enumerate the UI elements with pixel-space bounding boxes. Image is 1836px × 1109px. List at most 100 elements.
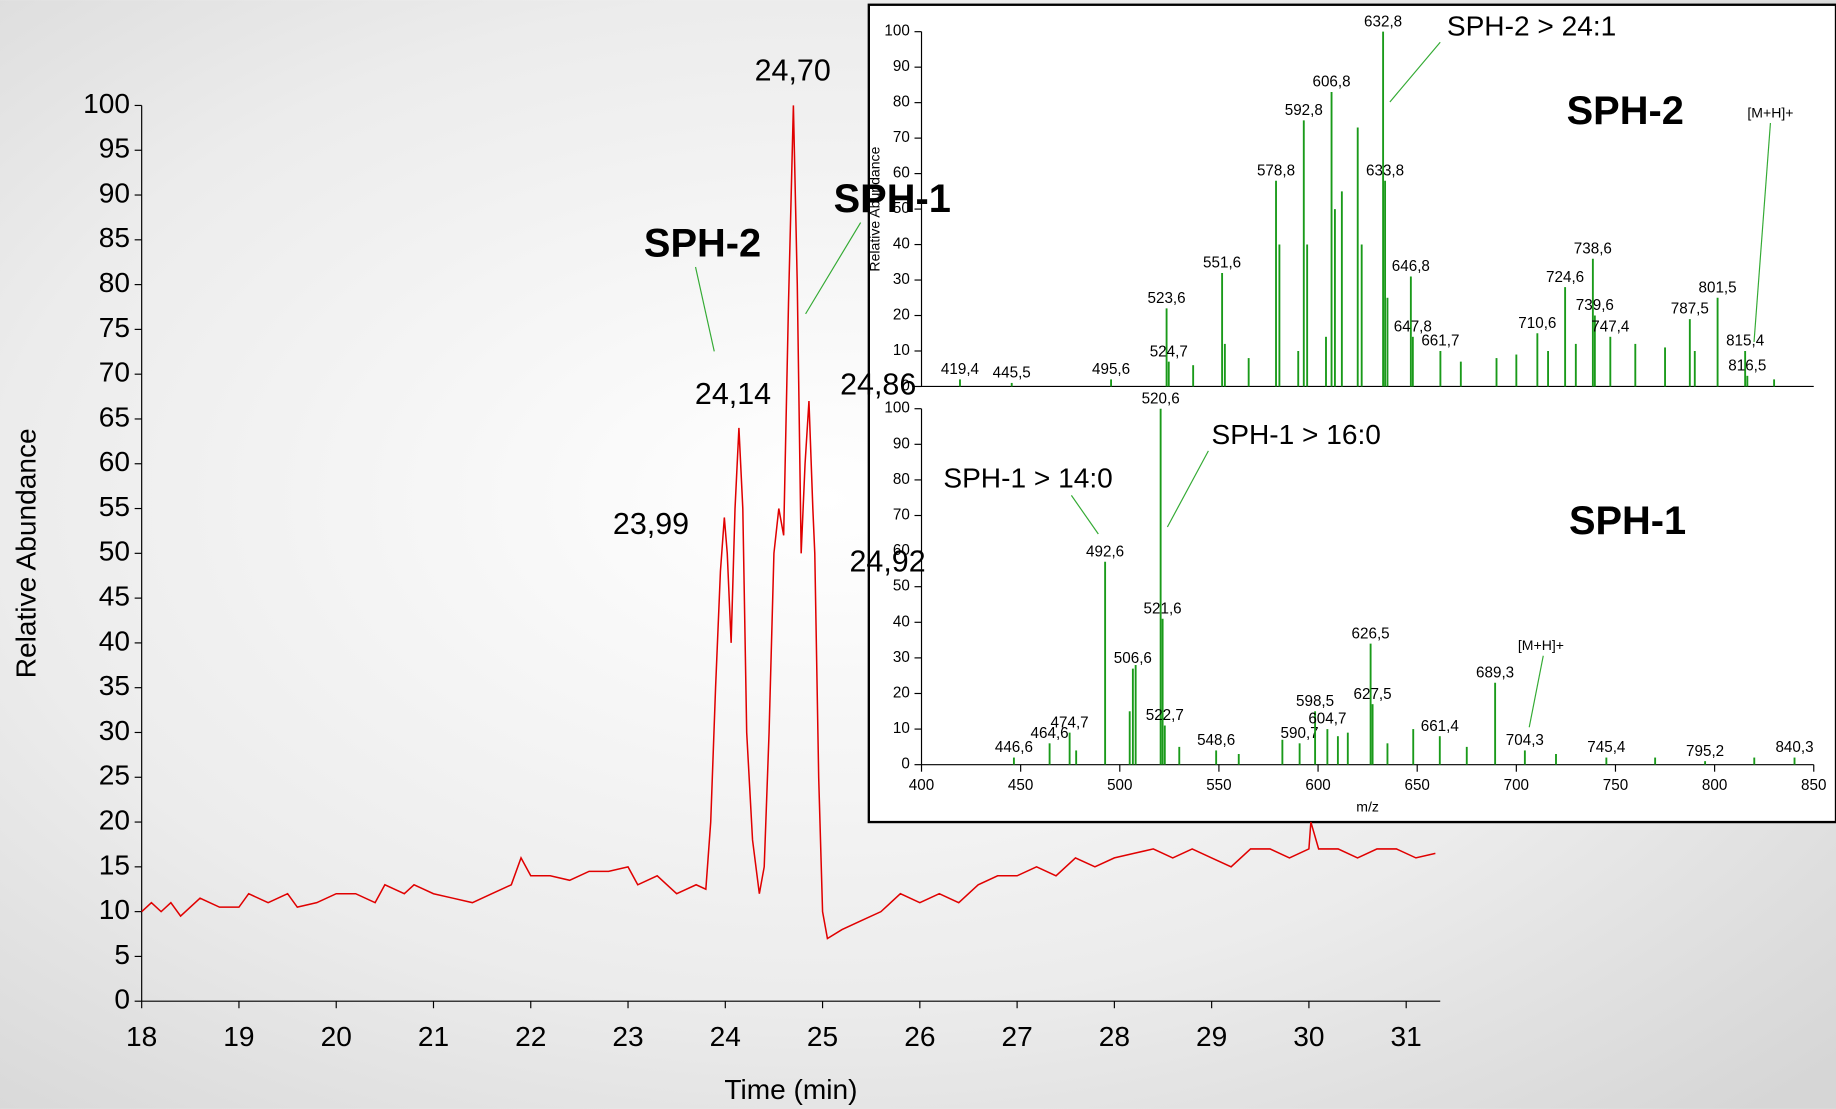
peak-label: 464,6 [1031, 725, 1069, 742]
leader-line [1389, 41, 1441, 103]
leader-lines [694, 41, 1772, 728]
y-tick-label: 10 [893, 720, 910, 737]
y-tick-label: 5 [114, 939, 130, 970]
x-tick-label: 800 [1702, 777, 1727, 794]
y-tick-label: 100 [884, 400, 909, 417]
y-tick-label: 40 [893, 613, 910, 630]
peak-label: 795,2 [1686, 743, 1724, 760]
y-tick-label: 100 [83, 88, 130, 119]
peak-label: 815,4 [1726, 333, 1765, 350]
y-tick-label: 50 [893, 578, 910, 595]
y-tick-label: 75 [99, 312, 130, 343]
x-tick-label: 550 [1206, 777, 1231, 794]
peak-label: 578,8 [1257, 162, 1295, 179]
x-axis-label: Time (min) [724, 1074, 857, 1105]
peak-label: 787,5 [1671, 301, 1709, 318]
peak-label: 632,8 [1364, 13, 1402, 30]
x-tick-label: 23 [612, 1021, 643, 1052]
y-tick-label: 70 [893, 507, 910, 524]
y-tick-label: 50 [99, 536, 130, 567]
y-tick-label: 0 [114, 984, 130, 1015]
x-tick-label: 18 [126, 1021, 157, 1052]
data-line [141, 105, 1436, 940]
annotation: SPH-1 > 14:0 [943, 463, 1112, 494]
peak-label: 23,99 [613, 507, 689, 541]
x-tick-label: 450 [1008, 777, 1033, 794]
peak-label: 492,6 [1086, 543, 1124, 560]
leader-line [1166, 450, 1209, 528]
y-tick-label: 60 [893, 165, 910, 182]
x-axis-label: m/z [1356, 799, 1379, 815]
peak-label: 739,6 [1576, 297, 1614, 314]
y-tick-label: 90 [893, 435, 910, 452]
peak-label: 647,8 [1394, 318, 1432, 335]
peak-label: 520,6 [1142, 390, 1180, 407]
peak-label: 626,5 [1352, 625, 1390, 642]
y-tick-label: 60 [99, 446, 130, 477]
leader-line [805, 222, 862, 315]
y-tick-label: 95 [99, 133, 130, 164]
peak-label: 419,4 [941, 361, 980, 378]
y-tick-label: 100 [884, 23, 909, 40]
peak-label: 661,4 [1421, 718, 1460, 735]
y-tick-label: 90 [99, 177, 130, 208]
leader-line [1528, 655, 1544, 728]
peak-label: 495,6 [1092, 361, 1130, 378]
peak-label: 598,5 [1296, 693, 1334, 710]
leader-line [1753, 122, 1772, 343]
y-axis-label: Relative Abundance [11, 428, 42, 678]
y-tick-label: 10 [893, 342, 910, 359]
y-tick-label: 65 [99, 401, 130, 432]
peak-label: 24,86 [840, 368, 916, 402]
y-tick-label: 20 [99, 804, 130, 835]
y-tick-label: 0 [901, 377, 909, 394]
peak-label: 474,7 [1051, 714, 1089, 731]
peak-label: 446,6 [995, 739, 1033, 756]
x-tick-label: 21 [418, 1021, 449, 1052]
peak-label: 745,4 [1587, 739, 1626, 756]
x-tick-label: 31 [1391, 1021, 1422, 1052]
x-tick-label: 400 [909, 777, 934, 794]
y-tick-label: 45 [99, 581, 130, 612]
peak-label: 704,3 [1506, 732, 1544, 749]
peak-label: 523,6 [1148, 290, 1186, 307]
y-tick-label: 80 [893, 471, 910, 488]
peak-label: 710,6 [1518, 315, 1556, 332]
x-tick-label: 25 [807, 1021, 838, 1052]
y-tick-label: 50 [893, 200, 910, 217]
annotation: [M+H]+ [1747, 104, 1793, 120]
x-tick-label: 29 [1196, 1021, 1227, 1052]
x-tick-label: 28 [1099, 1021, 1130, 1052]
peak-label: 524,7 [1150, 343, 1188, 360]
peak-label: 590,7 [1281, 725, 1319, 742]
y-tick-label: 80 [893, 94, 910, 111]
y-tick-label: 55 [99, 491, 130, 522]
annotation: SPH-2 > 24:1 [1447, 11, 1616, 42]
peak-label: 724,6 [1546, 269, 1584, 286]
x-tick-label: 20 [321, 1021, 352, 1052]
annotation: [M+H]+ [1518, 637, 1564, 653]
annotation: SPH-1 [1569, 499, 1686, 543]
x-tick-label: 750 [1603, 777, 1628, 794]
peak-label: 592,8 [1285, 102, 1323, 119]
y-tick-label: 0 [901, 756, 909, 773]
y-tick-label: 40 [99, 625, 130, 656]
x-tick-label: 700 [1504, 777, 1529, 794]
y-tick-label: 35 [99, 670, 130, 701]
peak-label: 604,7 [1308, 711, 1346, 728]
y-tick-label: 90 [893, 58, 910, 75]
y-tick-label: 85 [99, 222, 130, 253]
leader-line [1070, 495, 1099, 535]
y-tick-label: 30 [893, 271, 910, 288]
y-tick-label: 15 [99, 849, 130, 880]
peak-label: 840,3 [1775, 739, 1813, 756]
x-tick-label: 850 [1801, 777, 1826, 794]
peak-label: 522,7 [1146, 707, 1184, 724]
x-tick-label: 500 [1107, 777, 1132, 794]
x-tick-label: 19 [223, 1021, 254, 1052]
peak-label: 801,5 [1699, 279, 1737, 296]
y-tick-label: 30 [99, 715, 130, 746]
peak-label: 627,5 [1354, 686, 1392, 703]
